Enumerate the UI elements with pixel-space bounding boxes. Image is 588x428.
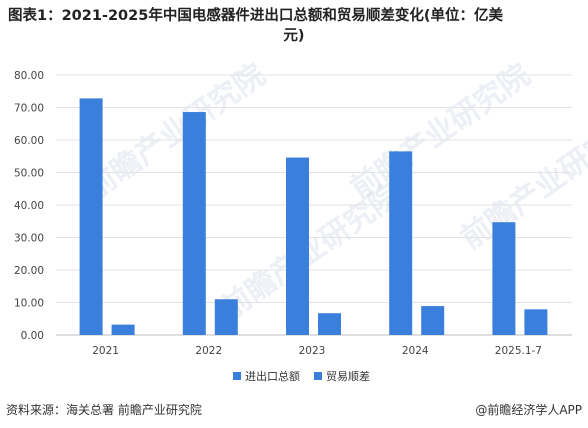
bar-total: [79, 98, 103, 336]
y-tick-label: 70.00: [14, 103, 44, 115]
watermark-text: 前瞻产业研究院: [455, 107, 588, 256]
bar-total: [389, 151, 413, 335]
bar-surplus: [214, 299, 238, 335]
bar-surplus: [524, 309, 548, 335]
bar-surplus: [111, 324, 135, 335]
y-axis: 0.00 10.00 20.00 30.00 40.00 50.00 60.00 70.00 8…: [14, 70, 44, 342]
bar-total: [182, 112, 206, 335]
x-tick-label: 2023: [299, 345, 326, 357]
y-tick-label: 20.00: [14, 265, 44, 277]
bar-total: [286, 157, 309, 335]
chart-title: 图表1：2021-2025年中国电感器件进出口总额和贸易顺差变化(单位：亿美 元…: [8, 6, 580, 46]
gridlines: [56, 74, 572, 336]
watermark-text: 前瞻产业研究院: [215, 177, 407, 326]
bar-total: [492, 222, 516, 335]
y-tick-label: 60.00: [14, 135, 44, 147]
source-note: 资料来源：海关总署 前瞻产业研究院: [6, 403, 202, 417]
x-tick-label: 2024: [402, 345, 429, 357]
x-axis: 2021 2022 2023 2024 2025.1-7: [92, 345, 542, 357]
watermark-text: 前瞻产业研究院: [80, 57, 272, 206]
bar-surplus: [318, 313, 341, 335]
y-tick-label: 30.00: [14, 233, 44, 245]
legend: 进出口总额 贸易顺差: [233, 369, 370, 383]
legend-label: 进出口总额: [245, 369, 300, 383]
bars: [79, 98, 548, 336]
chart-title-line1: 图表1：2021-2025年中国电感器件进出口总额和贸易顺差变化(单位：亿美: [8, 8, 503, 24]
legend-label: 贸易顺差: [326, 369, 370, 383]
x-tick-label: 2021: [92, 345, 119, 357]
watermark-text: 前瞻产业研究院: [345, 57, 537, 206]
y-tick-label: 40.00: [14, 200, 44, 212]
y-tick-label: 50.00: [14, 168, 44, 180]
chart-title-line2: 元): [283, 28, 305, 44]
x-tick-label: 2022: [195, 345, 222, 357]
y-tick-label: 80.00: [14, 70, 44, 82]
bar-surplus: [421, 306, 445, 335]
legend-swatch: [233, 372, 241, 380]
x-tick-label: 2025.1-7: [495, 345, 542, 357]
legend-swatch: [314, 372, 322, 380]
credit-note: @前瞻经济学人APP: [475, 403, 582, 417]
y-tick-label: 10.00: [14, 298, 44, 310]
y-tick-label: 0.00: [21, 330, 44, 342]
